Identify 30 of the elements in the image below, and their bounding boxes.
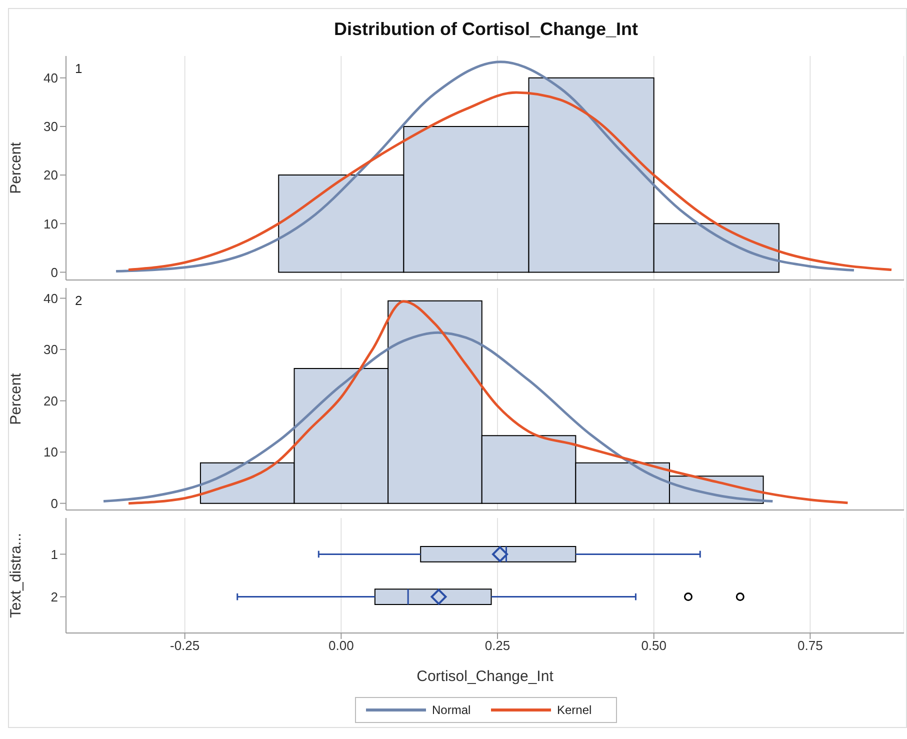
- x-tick-label: 0.00: [328, 638, 354, 654]
- y-tick-label: 0: [50, 496, 58, 511]
- line-series: [127, 300, 849, 505]
- x-tick-label: 0.25: [484, 638, 510, 654]
- y-tick-label: 40: [44, 290, 58, 306]
- chart-title: Distribution of Cortisol_Change_Int: [333, 18, 639, 41]
- y-tick-label: 30: [44, 342, 58, 358]
- y-axis-title: Percent: [7, 141, 24, 194]
- annotation: 2: [75, 293, 82, 308]
- annotation: 1: [75, 61, 82, 76]
- y-axis-title: Text_distra...: [7, 532, 24, 618]
- line-series: [127, 91, 893, 272]
- line-series: [114, 60, 856, 273]
- y-tick-label: 30: [44, 119, 58, 134]
- legend-label: Kernel: [557, 703, 592, 717]
- y-tick-label: 20: [44, 393, 58, 408]
- y-tick-label: 10: [44, 444, 58, 460]
- y-tick-label: 2: [50, 589, 58, 604]
- y-axis-title: Percent: [7, 372, 24, 425]
- y-tick-label: 20: [44, 168, 58, 183]
- y-tick-label: 40: [44, 70, 58, 86]
- y-tick-label: 10: [44, 216, 58, 232]
- y-tick-label: 0: [50, 264, 58, 280]
- x-tick-label: -0.25: [170, 638, 200, 654]
- y-tick-label: 1: [50, 546, 58, 562]
- x-tick-label: 0.50: [641, 638, 667, 654]
- legend-label: Normal: [432, 703, 471, 717]
- x-tick-label: 0.75: [798, 638, 823, 654]
- line-series: [102, 331, 774, 503]
- x-axis-title: Cortisol_Change_Int: [416, 668, 554, 685]
